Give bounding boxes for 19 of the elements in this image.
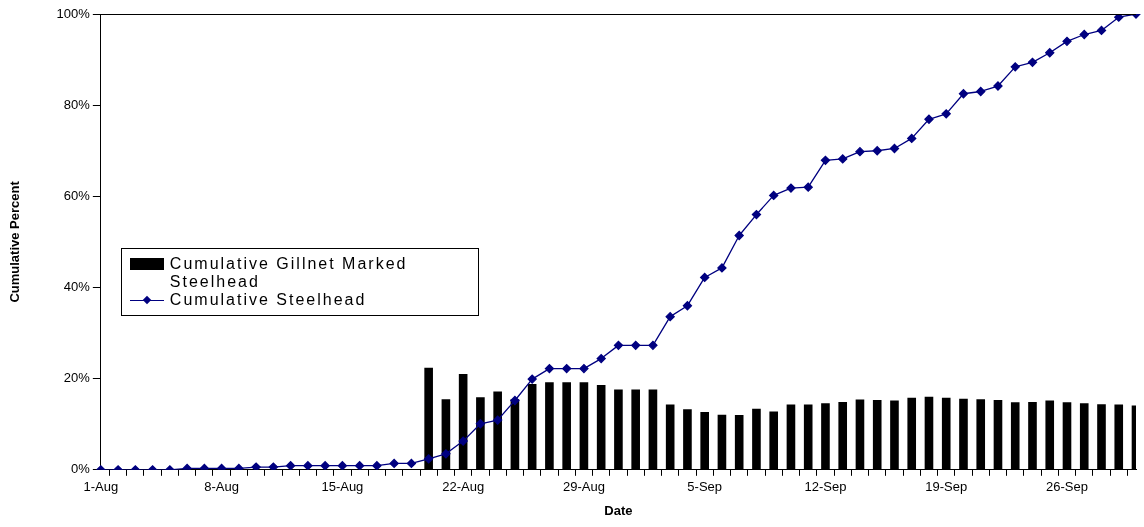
- y-tick-label: 20%: [63, 370, 91, 386]
- x-tick-label: 22-Aug: [442, 479, 485, 495]
- y-tick-label: 40%: [63, 279, 91, 295]
- x-tick-label: 15-Aug: [321, 479, 364, 495]
- legend-label: Cumulative Steelhead: [169, 290, 367, 309]
- legend-label: Cumulative Gillnet Marked Steelhead: [169, 254, 409, 291]
- x-tick-label: 5-Sep: [687, 479, 723, 495]
- x-tick-label: 1-Aug: [83, 479, 119, 495]
- x-axis-title: Date: [604, 502, 633, 518]
- y-tick-label: 100%: [56, 5, 91, 21]
- y-tick-label: 80%: [63, 96, 91, 112]
- y-tick-label: 0%: [71, 461, 91, 477]
- x-tick-label: 29-Aug: [562, 479, 605, 495]
- x-tick-label: 8-Aug: [204, 479, 239, 495]
- x-tick-label: 19-Sep: [925, 479, 968, 495]
- x-tick-label: 26-Sep: [1046, 479, 1088, 495]
- y-axis-title: Cumulative Percent: [7, 180, 23, 303]
- x-tick-label: 12-Sep: [804, 479, 847, 495]
- y-tick-label: 60%: [63, 187, 91, 203]
